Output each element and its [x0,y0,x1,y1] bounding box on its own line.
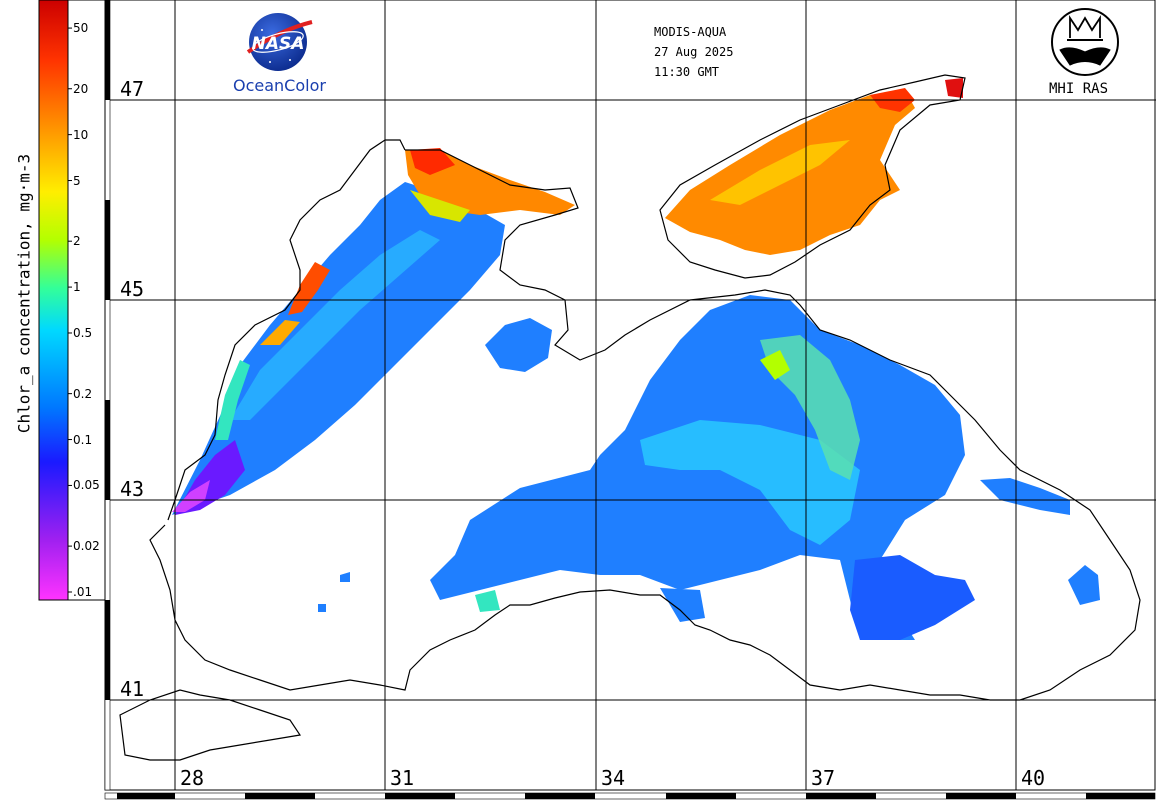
colorbar-gradient [38,0,69,601]
time-label: 11:30 GMT [654,65,720,79]
colorbar-tick-label: 0.05 [73,478,100,493]
colorbar-tick-label: 50 [73,21,89,36]
lat-label-47: 47 [118,77,147,101]
east-coast-patch [980,478,1070,515]
bosphorus-line [119,689,302,761]
colorbar-tick-label: 5 [73,173,81,188]
azov-coast-line [659,74,966,279]
mhi-ras-logo [1051,8,1119,76]
south-center-patch [660,588,705,622]
north-coast-line [149,149,1141,701]
colorbar-tick-label: 1 [73,280,81,295]
far-east-patch [1068,565,1100,605]
nasa-wordmark: NASA [252,34,305,54]
lat-label-43: 43 [118,477,147,501]
bottom-scale-bar [104,792,1156,800]
coastline [119,74,1141,761]
lat-label-41: 41 [118,677,147,701]
left-scale-bar [104,0,111,791]
azov-yellow-streaks [710,140,850,205]
danube-plume-edge [260,320,300,345]
nasa-logo: NASA [246,13,313,71]
colorbar-tick-label: 0.2 [73,386,93,401]
date-label: 27 Aug 2025 [654,45,734,59]
colorbar-tick-label: 2 [73,234,81,249]
lon-label-37: 37 [809,766,838,790]
crimea-west-patch [485,318,552,372]
small-south-cyan [475,590,500,612]
oceancolor-label: OceanColor [233,76,326,95]
west-coast-line [167,139,406,521]
colorbar-tick-label: .01 [73,585,93,599]
nw-shelf-yellow [410,190,470,222]
colorbar-tick-label: 0.5 [73,325,93,340]
danube-plume [288,262,330,315]
mhi-ras-label: MHI RAS [1049,81,1109,97]
colorbar-title: Chlor_a concentration, mg·m-3 [14,153,34,434]
south-spot [340,572,350,582]
dnieper-red [410,148,455,175]
lon-label-31: 31 [388,766,417,790]
western-shelf-patch [172,182,505,515]
lon-label-28: 28 [178,766,207,790]
lon-label-40: 40 [1019,766,1048,790]
south-spot-2 [318,604,326,612]
central-cyan-swirl [640,420,860,545]
colorbar-tick-panel [67,0,106,601]
colorbar-tick-label: 0.1 [73,432,93,447]
lat-label-45: 45 [118,277,147,301]
colorbar-tick-label: 10 [73,127,89,142]
coastal-pink [172,480,210,512]
don-mouth [945,78,963,98]
sensor-label: MODIS-AQUA [654,25,727,39]
coastal-green-strip [215,360,250,440]
colorbar-tick-label: 0.02 [73,539,100,554]
colorbar-tick-label: 20 [73,81,89,96]
shelf-bright-band [230,230,440,420]
east-yellowgreen [760,350,790,380]
lon-label-34: 34 [599,766,628,790]
graticule [105,0,1156,790]
south-east-patch [850,555,975,640]
chlorophyll-data-layer [172,78,1100,640]
